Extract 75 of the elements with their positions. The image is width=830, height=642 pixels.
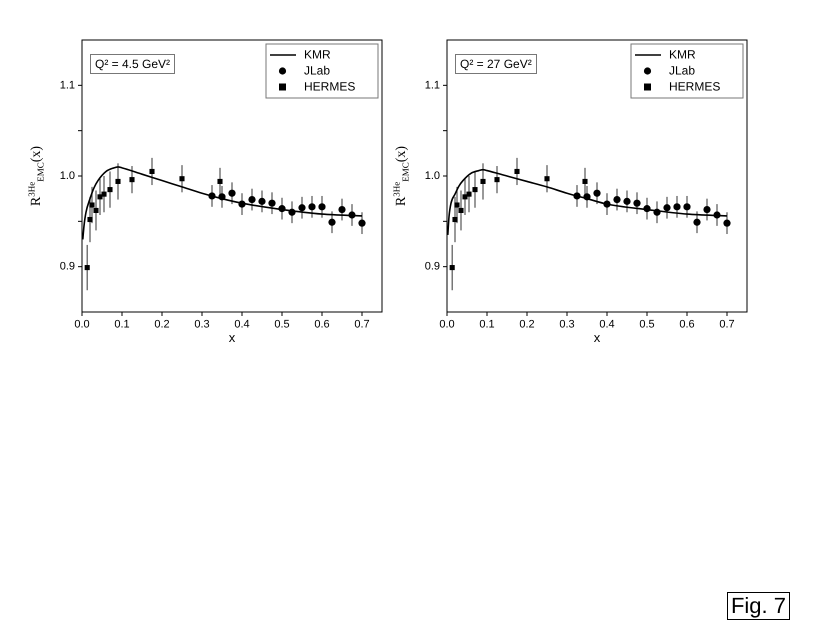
point xyxy=(268,200,276,207)
point xyxy=(101,192,107,197)
point xyxy=(472,187,478,192)
x-tick-label: 0.7 xyxy=(354,318,370,331)
y-tick-label: 1.0 xyxy=(60,170,75,182)
point xyxy=(93,208,99,213)
point xyxy=(450,265,455,270)
x-tick-label: 0.4 xyxy=(234,318,250,331)
x-tick-label: 0.0 xyxy=(439,318,455,331)
caption: Fig. 7 xyxy=(726,592,790,620)
x-tick-label: 0.6 xyxy=(679,318,695,331)
point xyxy=(663,204,671,212)
x-tick-label: 0.4 xyxy=(599,318,615,331)
x-axis-title: x xyxy=(594,330,600,345)
point xyxy=(494,177,500,182)
point xyxy=(89,202,95,208)
legend-label: KMR xyxy=(669,47,696,62)
point xyxy=(613,196,621,204)
y-tick-label: 1.1 xyxy=(424,79,440,92)
y-tick-label: 0.9 xyxy=(60,260,75,273)
x-tick-label: 0.3 xyxy=(559,318,575,331)
point xyxy=(466,192,472,197)
point xyxy=(458,208,464,213)
point xyxy=(258,198,266,205)
point xyxy=(318,203,326,210)
legend-label: HERMES xyxy=(304,79,356,94)
point xyxy=(87,216,93,222)
point xyxy=(683,203,691,210)
point xyxy=(149,168,155,174)
point xyxy=(179,176,185,182)
point xyxy=(623,198,631,205)
point xyxy=(84,265,90,270)
y-tick-label: 1.0 xyxy=(424,170,440,182)
point xyxy=(633,200,641,207)
annotation: Q² = 4.5 GeV² xyxy=(90,54,176,74)
point xyxy=(723,220,731,227)
y-tick-label: 0.9 xyxy=(424,260,440,273)
point xyxy=(673,203,681,210)
point xyxy=(248,196,256,204)
x-tick-label: 0.0 xyxy=(74,318,90,331)
x-tick-label: 0.3 xyxy=(194,318,210,331)
x-tick-label: 0.7 xyxy=(719,318,735,331)
point xyxy=(115,178,121,184)
legend-label: JLab xyxy=(304,63,330,78)
x-tick-label: 0.5 xyxy=(639,318,655,331)
point xyxy=(107,187,113,192)
x-tick-label: 0.2 xyxy=(154,318,170,331)
point xyxy=(217,178,223,184)
point xyxy=(129,177,135,182)
point xyxy=(454,202,460,208)
x-tick-label: 0.1 xyxy=(479,318,495,331)
point xyxy=(452,216,458,222)
annotation: Q² = 27 GeV² xyxy=(455,54,537,74)
x-axis-title: x xyxy=(228,330,236,345)
x-tick-label: 0.5 xyxy=(274,318,290,331)
point xyxy=(308,203,316,210)
legend-label: KMR xyxy=(304,47,331,62)
point xyxy=(703,206,711,214)
point xyxy=(298,204,306,212)
point xyxy=(328,218,336,226)
y-tick-label: 1.1 xyxy=(60,79,75,92)
point xyxy=(338,206,346,214)
x-tick-label: 0.6 xyxy=(314,318,330,331)
x-tick-label: 0.1 xyxy=(114,318,130,331)
legend-label: HERMES xyxy=(669,79,720,94)
point xyxy=(480,178,486,184)
point xyxy=(582,178,588,184)
point xyxy=(228,190,236,197)
point xyxy=(544,176,550,182)
legend-label: JLab xyxy=(669,63,696,78)
x-tick-label: 0.2 xyxy=(519,318,535,331)
point xyxy=(693,218,701,226)
point xyxy=(358,220,366,227)
point xyxy=(593,190,601,197)
point xyxy=(514,168,520,174)
